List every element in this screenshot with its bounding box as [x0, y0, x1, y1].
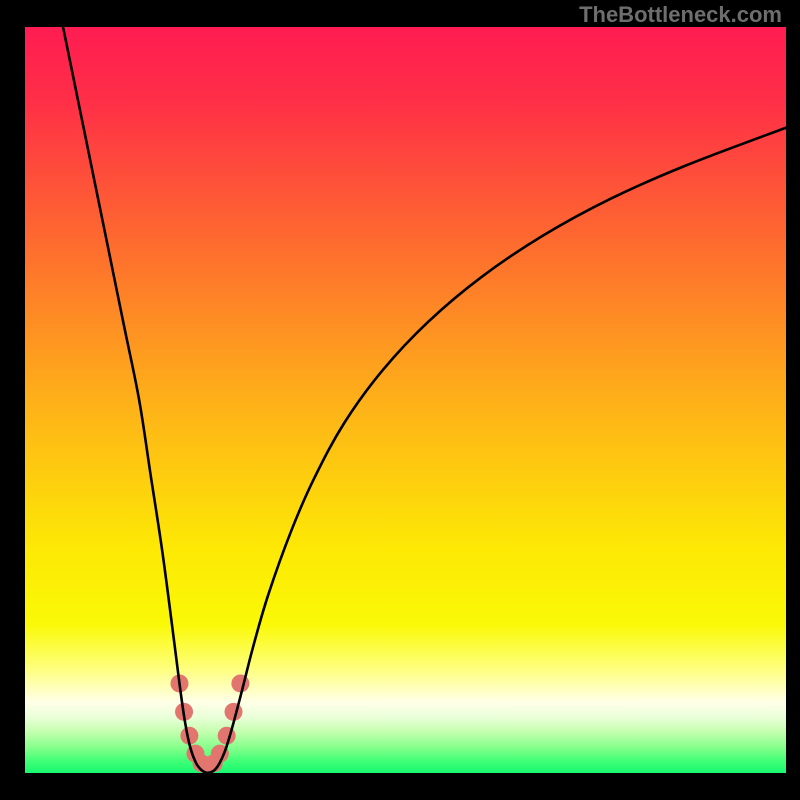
- watermark-text: TheBottleneck.com: [579, 2, 782, 28]
- plot-area: [25, 27, 786, 773]
- chart-container: TheBottleneck.com: [0, 0, 800, 800]
- chart-svg: [25, 27, 786, 773]
